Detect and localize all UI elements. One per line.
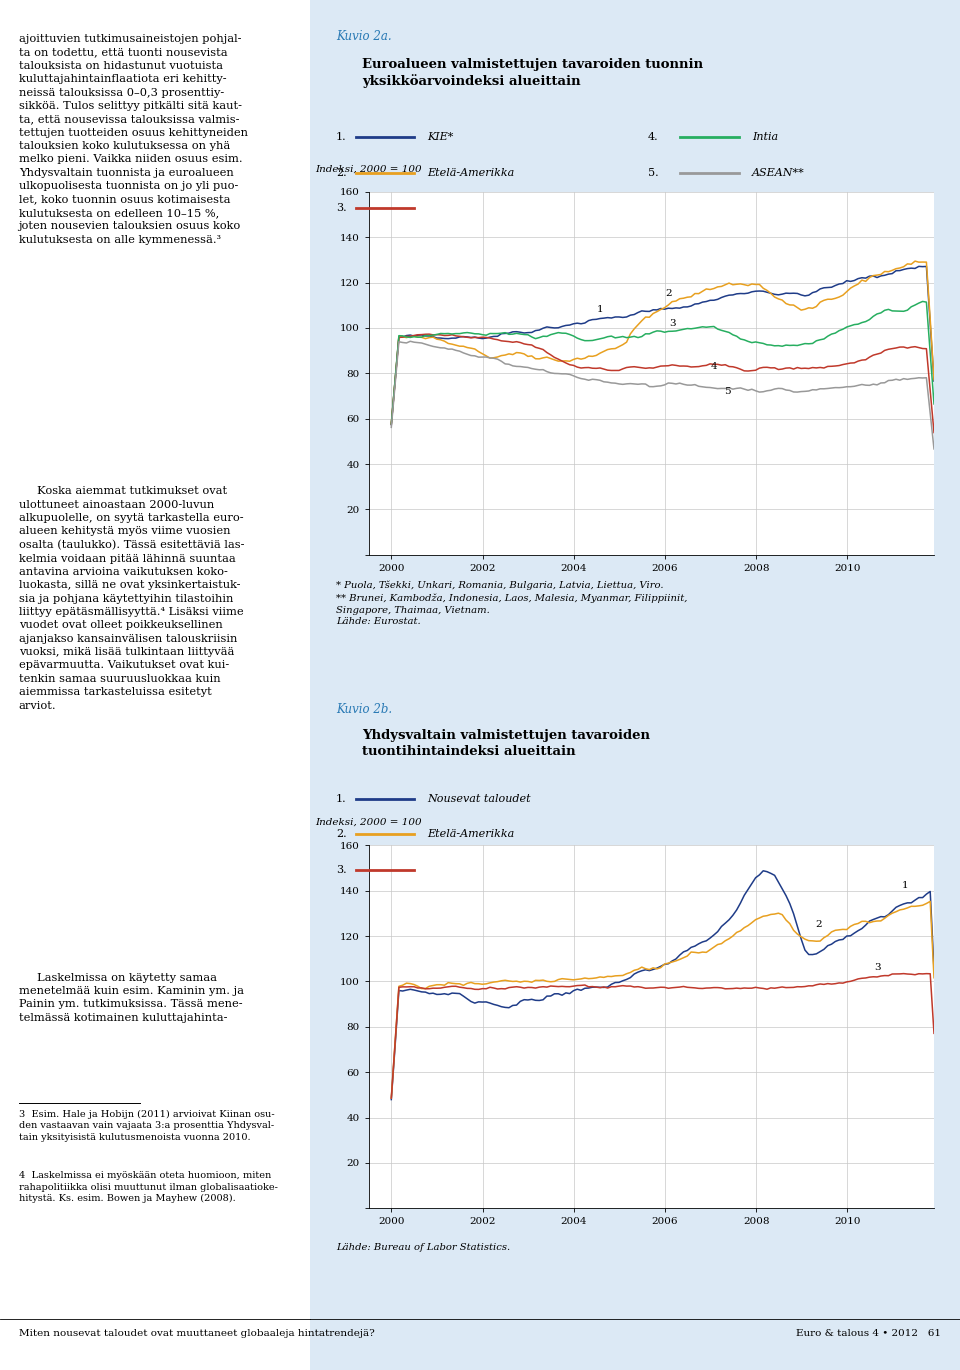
Text: 4: 4 [710, 362, 717, 371]
Text: Intia: Intia [752, 132, 779, 142]
Text: Nousevat taloudet: Nousevat taloudet [427, 793, 531, 804]
Text: 3.: 3. [336, 203, 347, 214]
Text: Etelä-Amerikka: Etelä-Amerikka [427, 167, 515, 178]
Text: 1: 1 [596, 306, 603, 314]
Text: 1: 1 [902, 881, 909, 890]
Text: 5: 5 [724, 386, 731, 396]
Text: 3: 3 [669, 319, 676, 327]
Text: Euro & talous 4 • 2012   61: Euro & talous 4 • 2012 61 [796, 1329, 941, 1338]
Text: Indeksi, 2000 = 100: Indeksi, 2000 = 100 [315, 164, 421, 174]
Text: 3  Esim. Hale ja Hobijn (2011) arvioivat Kiinan osu-
den vastaavan vain vajaata : 3 Esim. Hale ja Hobijn (2011) arvioivat … [18, 1110, 275, 1141]
Text: Miten nousevat taloudet ovat muuttaneet globaaleja hintatrendejä?: Miten nousevat taloudet ovat muuttaneet … [18, 1329, 374, 1338]
Text: 2.: 2. [336, 829, 347, 840]
Text: 2: 2 [815, 921, 822, 929]
Text: 2.: 2. [336, 167, 347, 178]
Text: Kuvio 2a.: Kuvio 2a. [336, 30, 392, 42]
Text: Kiina: Kiina [427, 864, 456, 875]
Text: ajoittuvien tutkimusaineistojen pohjal-
ta on todettu, että tuonti nousevista
ta: ajoittuvien tutkimusaineistojen pohjal- … [18, 34, 248, 245]
Text: 5.: 5. [648, 167, 659, 178]
Text: 2: 2 [665, 289, 672, 299]
Text: KIE*: KIE* [427, 132, 453, 142]
Text: Etelä-Amerikka: Etelä-Amerikka [427, 829, 515, 840]
Text: Yhdysvaltain valmistettujen tavaroiden
tuontihintaindeksi alueittain: Yhdysvaltain valmistettujen tavaroiden t… [362, 729, 650, 758]
Text: Euroalueen valmistettujen tavaroiden tuonnin
yksikköarvoindeksi alueittain: Euroalueen valmistettujen tavaroiden tuo… [362, 58, 703, 88]
Text: ASEAN**: ASEAN** [752, 167, 804, 178]
Text: 1.: 1. [336, 132, 347, 142]
Text: Kiina: Kiina [427, 203, 456, 214]
Text: Kuvio 2b.: Kuvio 2b. [336, 703, 392, 715]
Text: 4.: 4. [648, 132, 659, 142]
Text: Koska aiemmat tutkimukset ovat
ulottuneet ainoastaan 2000-luvun
alkupuolelle, on: Koska aiemmat tutkimukset ovat ulottunee… [18, 486, 244, 711]
Text: 4  Laskelmissa ei myöskään oteta huomioon, miten
rahapolitiikka olisi muuttunut : 4 Laskelmissa ei myöskään oteta huomioon… [18, 1171, 277, 1203]
Text: Laskelmissa on käytetty samaa
menetelmää kuin esim. Kaminin ym. ja
Painin ym. tu: Laskelmissa on käytetty samaa menetelmää… [18, 973, 244, 1023]
Text: 3: 3 [875, 963, 881, 973]
Text: Indeksi, 2000 = 100: Indeksi, 2000 = 100 [315, 818, 421, 827]
Text: 3.: 3. [336, 864, 347, 875]
Text: Lähde: Bureau of Labor Statistics.: Lähde: Bureau of Labor Statistics. [336, 1243, 510, 1252]
Text: 1.: 1. [336, 793, 347, 804]
Text: * Puola, Tšekki, Unkari, Romania, Bulgaria, Latvia, Liettua, Viro.
** Brunei, Ka: * Puola, Tšekki, Unkari, Romania, Bulgar… [336, 581, 687, 626]
